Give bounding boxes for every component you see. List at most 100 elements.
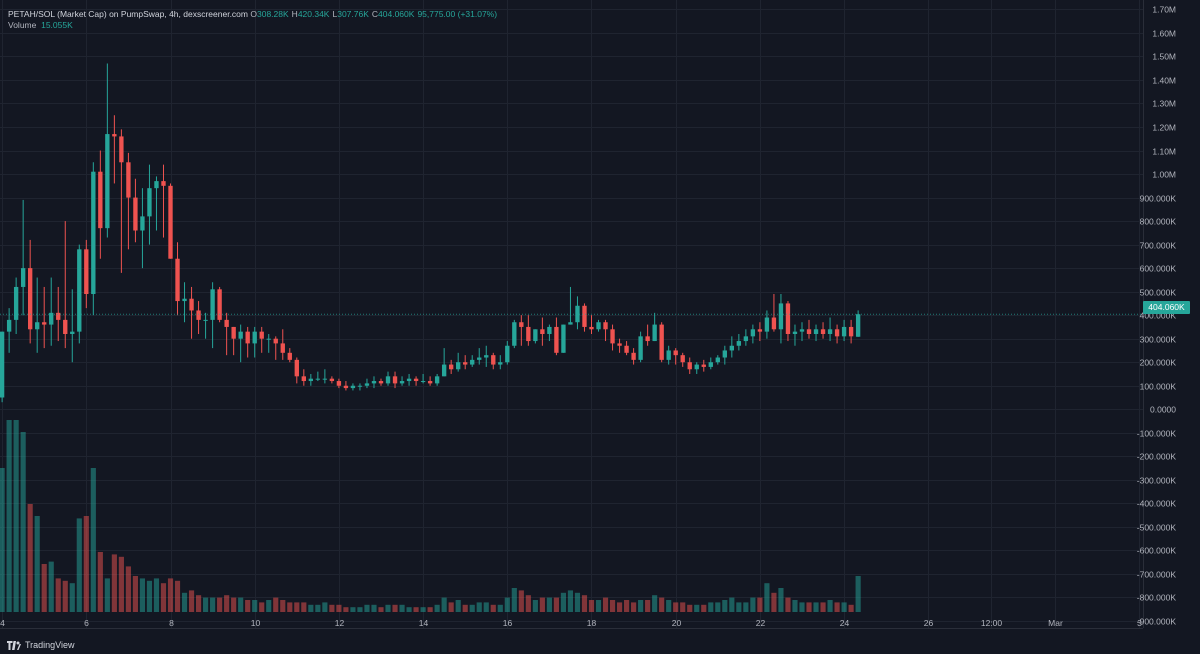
candle-body xyxy=(715,357,720,363)
volume-bar xyxy=(764,583,770,612)
candle-body xyxy=(750,329,756,337)
candle-body xyxy=(652,324,657,342)
volume-bar xyxy=(378,607,384,612)
volume-label[interactable]: Volume xyxy=(8,20,37,30)
candle-body xyxy=(701,364,706,367)
volume-bar xyxy=(195,595,202,612)
volume-bar xyxy=(48,561,54,612)
candle-body xyxy=(589,326,594,330)
candle-body xyxy=(498,362,503,365)
candle-body xyxy=(694,364,699,370)
price-tick-label: -200.000K xyxy=(1137,452,1177,462)
volume-bar xyxy=(427,607,433,612)
volume-bar xyxy=(392,604,398,612)
chart-legend: PETAH/SOL (Market Cap) on PumpSwap, 4h, … xyxy=(8,9,500,31)
candle-body xyxy=(27,268,33,330)
volume-bar xyxy=(441,597,447,612)
candle-body xyxy=(105,134,110,229)
volume-bar xyxy=(308,604,314,612)
volume-bar xyxy=(497,604,503,612)
candle-body xyxy=(357,385,363,387)
volume-bar xyxy=(785,597,791,612)
volume-bar xyxy=(62,580,68,612)
volume-bar xyxy=(301,602,307,612)
candle-body xyxy=(126,162,131,198)
time-tick-label: 26 xyxy=(924,618,934,628)
volume-bar xyxy=(806,602,812,612)
volume-bar xyxy=(188,590,195,612)
volume-bar xyxy=(567,590,574,612)
candle-body xyxy=(119,136,124,163)
candle-body xyxy=(820,329,826,334)
candle-body xyxy=(308,378,314,382)
time-tick-label: Mar xyxy=(1048,618,1063,628)
time-tick-label: 4 xyxy=(0,618,5,628)
volume-bar xyxy=(462,604,468,612)
volume-bar xyxy=(252,600,258,612)
candle-body xyxy=(245,331,250,344)
price-tick-label: -800.000K xyxy=(1137,593,1177,603)
candle-body xyxy=(182,298,187,302)
candle-body xyxy=(154,181,159,189)
price-tick-label: 500.000K xyxy=(1140,288,1177,298)
last-price-tag: 404.060K xyxy=(1143,301,1190,314)
candle-body xyxy=(217,289,222,320)
price-tick-label: 700.000K xyxy=(1140,241,1177,251)
symbol-title[interactable]: PETAH/SOL (Market Cap) on PumpSwap, 4h, … xyxy=(8,9,248,19)
candle-body xyxy=(420,381,426,383)
candle-body xyxy=(456,362,461,370)
candle-body xyxy=(547,326,552,334)
volume-bar xyxy=(146,580,153,612)
volume-bar xyxy=(322,602,328,612)
volume-bar xyxy=(139,578,146,612)
candle-body xyxy=(771,317,777,330)
volume-bar xyxy=(266,600,272,612)
candlesticks xyxy=(0,63,861,403)
candle-body xyxy=(848,326,854,337)
time-axis[interactable]: 4 6 8 10 12 14 16 18 20 22 24 26 12:00 Mar 3 xyxy=(0,618,1142,628)
candle-body xyxy=(63,319,68,334)
volume-bar xyxy=(132,576,138,612)
volume-bar xyxy=(574,592,581,612)
volume-bar xyxy=(259,602,265,612)
price-tick-label: -600.000K xyxy=(1137,546,1177,556)
volume-bar xyxy=(153,578,160,612)
candle-body xyxy=(13,286,19,320)
volume-bar xyxy=(631,602,637,612)
candle-body xyxy=(252,331,257,344)
price-axis[interactable]: 1.70M 1.60M 1.50M 1.40M 1.30M 1.20M 1.10M 1.00M… xyxy=(1137,5,1177,627)
volume-bar xyxy=(104,578,110,612)
time-tick-label: 22 xyxy=(756,618,766,628)
tradingview-brand[interactable]: TradingView xyxy=(7,640,75,650)
price-tick-label: 1.70M xyxy=(1152,5,1176,15)
candle-body xyxy=(112,134,117,137)
volume-bar xyxy=(55,578,61,612)
volume-bar xyxy=(624,600,630,612)
candle-body xyxy=(56,312,61,320)
volume-bar xyxy=(280,600,286,612)
candle-body xyxy=(736,341,742,346)
volume-bar xyxy=(666,600,672,612)
time-tick-label: 24 xyxy=(840,618,850,628)
volume-bar xyxy=(343,607,349,612)
time-tick-label: 12 xyxy=(335,618,345,628)
candle-body xyxy=(568,322,573,325)
grid-lines xyxy=(0,0,1143,628)
price-tick-label: 1.50M xyxy=(1152,52,1176,62)
price-tick-label: -100.000K xyxy=(1137,429,1177,439)
volume-bar xyxy=(680,602,686,612)
candle-body xyxy=(659,324,664,360)
volume-bar xyxy=(673,602,679,612)
candle-body xyxy=(6,319,12,332)
volume-bar xyxy=(413,607,419,612)
volume-bar xyxy=(841,602,847,612)
candle-body xyxy=(519,322,524,327)
volume-bar xyxy=(111,554,117,612)
time-tick-label: 18 xyxy=(587,618,597,628)
candle-body xyxy=(77,249,82,332)
candle-body xyxy=(329,378,335,382)
volume-bar xyxy=(13,420,19,612)
price-tick-label: 0.0000 xyxy=(1150,405,1176,415)
volume-bar xyxy=(757,597,763,612)
